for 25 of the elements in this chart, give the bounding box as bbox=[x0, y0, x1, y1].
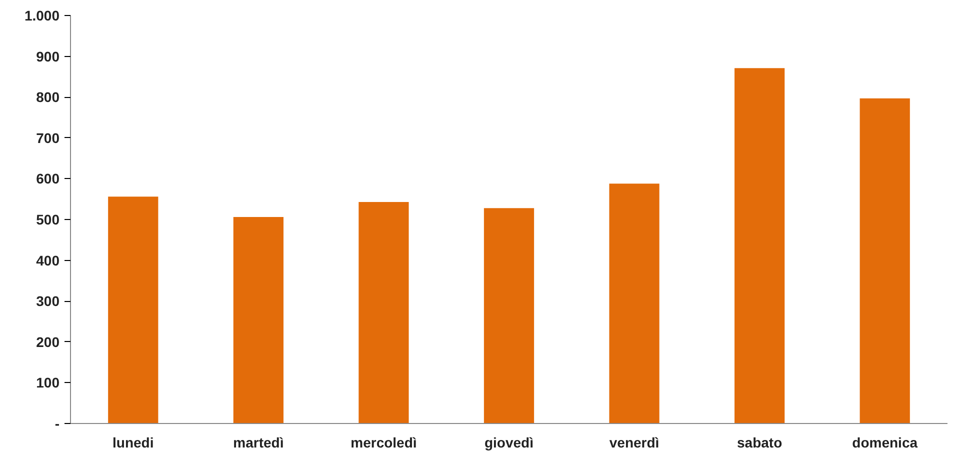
y-tick-label: 600 bbox=[36, 170, 60, 187]
bar bbox=[860, 98, 910, 424]
y-tick-label: 400 bbox=[36, 252, 60, 268]
bar bbox=[108, 196, 158, 424]
x-tick-label: mercoledì bbox=[350, 434, 417, 450]
bar bbox=[484, 208, 534, 424]
y-tick-label: 1.000 bbox=[24, 8, 60, 24]
bar bbox=[734, 68, 785, 424]
y-tick-label: 900 bbox=[36, 48, 60, 64]
y-tick-label: 700 bbox=[36, 130, 60, 146]
y-tick-label: 300 bbox=[36, 293, 60, 310]
bar bbox=[358, 202, 409, 424]
bar bbox=[609, 184, 660, 424]
x-tick-label: sabato bbox=[737, 434, 782, 450]
y-tick-label: 800 bbox=[36, 89, 60, 106]
bar bbox=[233, 217, 284, 424]
x-tick-label: martedì bbox=[233, 434, 284, 450]
y-tick-label: 100 bbox=[36, 374, 60, 391]
x-tick-label: venerdì bbox=[609, 434, 660, 450]
x-tick-label: lunedi bbox=[112, 434, 154, 450]
y-tick-label: 200 bbox=[36, 334, 60, 350]
y-tick-label: - bbox=[54, 416, 60, 432]
y-tick-label: 500 bbox=[36, 212, 60, 228]
x-tick-label: giovedì bbox=[484, 434, 534, 450]
x-tick-label: domenica bbox=[852, 434, 918, 450]
